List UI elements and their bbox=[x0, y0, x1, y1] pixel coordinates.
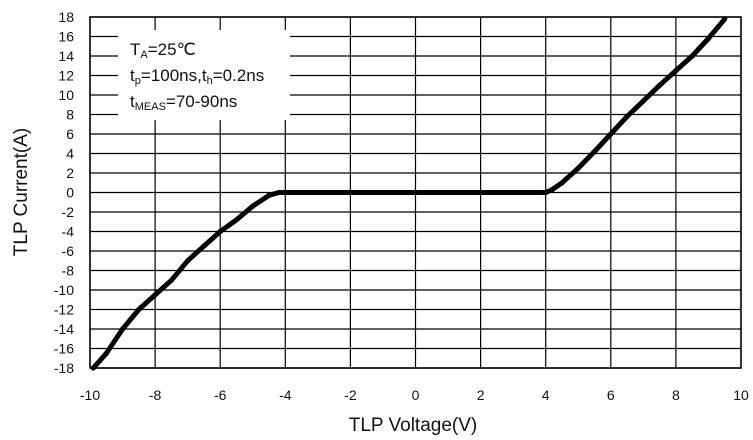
y-tick-label: 14 bbox=[58, 48, 74, 64]
data-point bbox=[276, 189, 282, 196]
x-axis-label: TLP Voltage(V) bbox=[349, 415, 478, 436]
y-tick-label: -18 bbox=[54, 360, 74, 376]
x-tick-label: 2 bbox=[477, 387, 485, 403]
x-tick-label: -6 bbox=[214, 387, 227, 403]
data-point bbox=[559, 180, 565, 186]
series-line bbox=[90, 16, 728, 371]
data-point bbox=[233, 217, 240, 223]
data-point bbox=[705, 35, 712, 42]
data-point bbox=[185, 258, 191, 264]
data-point bbox=[591, 148, 598, 155]
y-tick-label: -2 bbox=[62, 204, 75, 220]
data-point bbox=[543, 189, 549, 196]
y-tick-label: -14 bbox=[54, 321, 74, 337]
x-tick-label: 10 bbox=[733, 387, 749, 403]
data-point bbox=[90, 365, 96, 371]
x-tick-label: -10 bbox=[80, 387, 100, 403]
y-tick-label: 18 bbox=[58, 9, 74, 25]
data-point bbox=[412, 189, 419, 196]
y-axis-label: TLP Current(A) bbox=[11, 128, 32, 256]
data-point bbox=[120, 326, 126, 332]
data-point bbox=[478, 189, 484, 196]
annotation-measurement-window: tMEAS=70-90ns bbox=[130, 92, 237, 113]
data-point bbox=[715, 24, 721, 30]
y-tick-labels: 18 16 14 12 10 8 6 4 2 0 -2 -4 -6 -8 -10 -12 -14 -16 -18 bbox=[54, 9, 74, 376]
x-tick-label: -2 bbox=[344, 387, 357, 403]
y-tick-label: 2 bbox=[66, 165, 74, 181]
series-layer bbox=[90, 16, 728, 371]
data-point bbox=[282, 189, 288, 196]
x-tick-label: 4 bbox=[542, 387, 550, 403]
data-point bbox=[103, 350, 109, 356]
data-point bbox=[722, 16, 728, 22]
y-tick-label: -4 bbox=[62, 224, 75, 240]
plot-frame bbox=[89, 16, 742, 369]
conditions-box: TA=25℃ tp=100ns,th=0.2ns tMEAS=70-90ns bbox=[118, 30, 290, 120]
y-tick-label: -6 bbox=[62, 243, 75, 259]
data-point bbox=[673, 68, 679, 74]
data-point bbox=[657, 82, 663, 88]
data-point bbox=[250, 203, 256, 209]
y-tick-label: 0 bbox=[66, 185, 74, 201]
y-tick-label: 6 bbox=[66, 126, 74, 142]
x-tick-labels: -10 -8 -6 -4 -2 0 2 4 6 8 10 bbox=[80, 387, 749, 403]
data-point bbox=[168, 277, 174, 283]
x-tick-label: 8 bbox=[672, 387, 680, 403]
y-tick-label: -8 bbox=[62, 263, 75, 279]
y-tick-label: -16 bbox=[54, 341, 74, 357]
data-point bbox=[136, 306, 142, 313]
y-tick-label: -10 bbox=[54, 282, 74, 298]
y-tick-label: 4 bbox=[66, 146, 74, 162]
data-point bbox=[575, 165, 581, 171]
y-tick-label: -12 bbox=[54, 302, 74, 318]
y-tick-label: 8 bbox=[66, 107, 74, 123]
data-point bbox=[549, 187, 555, 193]
annotation-temperature: TA=25℃ bbox=[130, 40, 196, 61]
data-point bbox=[624, 113, 630, 119]
data-point bbox=[689, 53, 695, 59]
data-point bbox=[266, 192, 272, 198]
data-point bbox=[217, 228, 223, 235]
y-tick-label: 12 bbox=[58, 68, 74, 84]
data-point bbox=[201, 243, 207, 249]
x-tick-label: -4 bbox=[279, 387, 292, 403]
data-point bbox=[608, 131, 614, 137]
x-tick-label: 0 bbox=[412, 387, 420, 403]
data-point bbox=[347, 189, 353, 196]
data-point bbox=[640, 98, 647, 104]
conditions-background bbox=[118, 30, 290, 120]
y-tick-label: 16 bbox=[58, 29, 74, 45]
data-point bbox=[536, 189, 542, 196]
annotation-pulse: tp=100ns,th=0.2ns bbox=[130, 66, 264, 87]
x-tick-label: 6 bbox=[607, 387, 615, 403]
data-point bbox=[152, 292, 158, 298]
x-tick-label: -8 bbox=[149, 387, 162, 403]
y-tick-label: 10 bbox=[58, 87, 74, 103]
